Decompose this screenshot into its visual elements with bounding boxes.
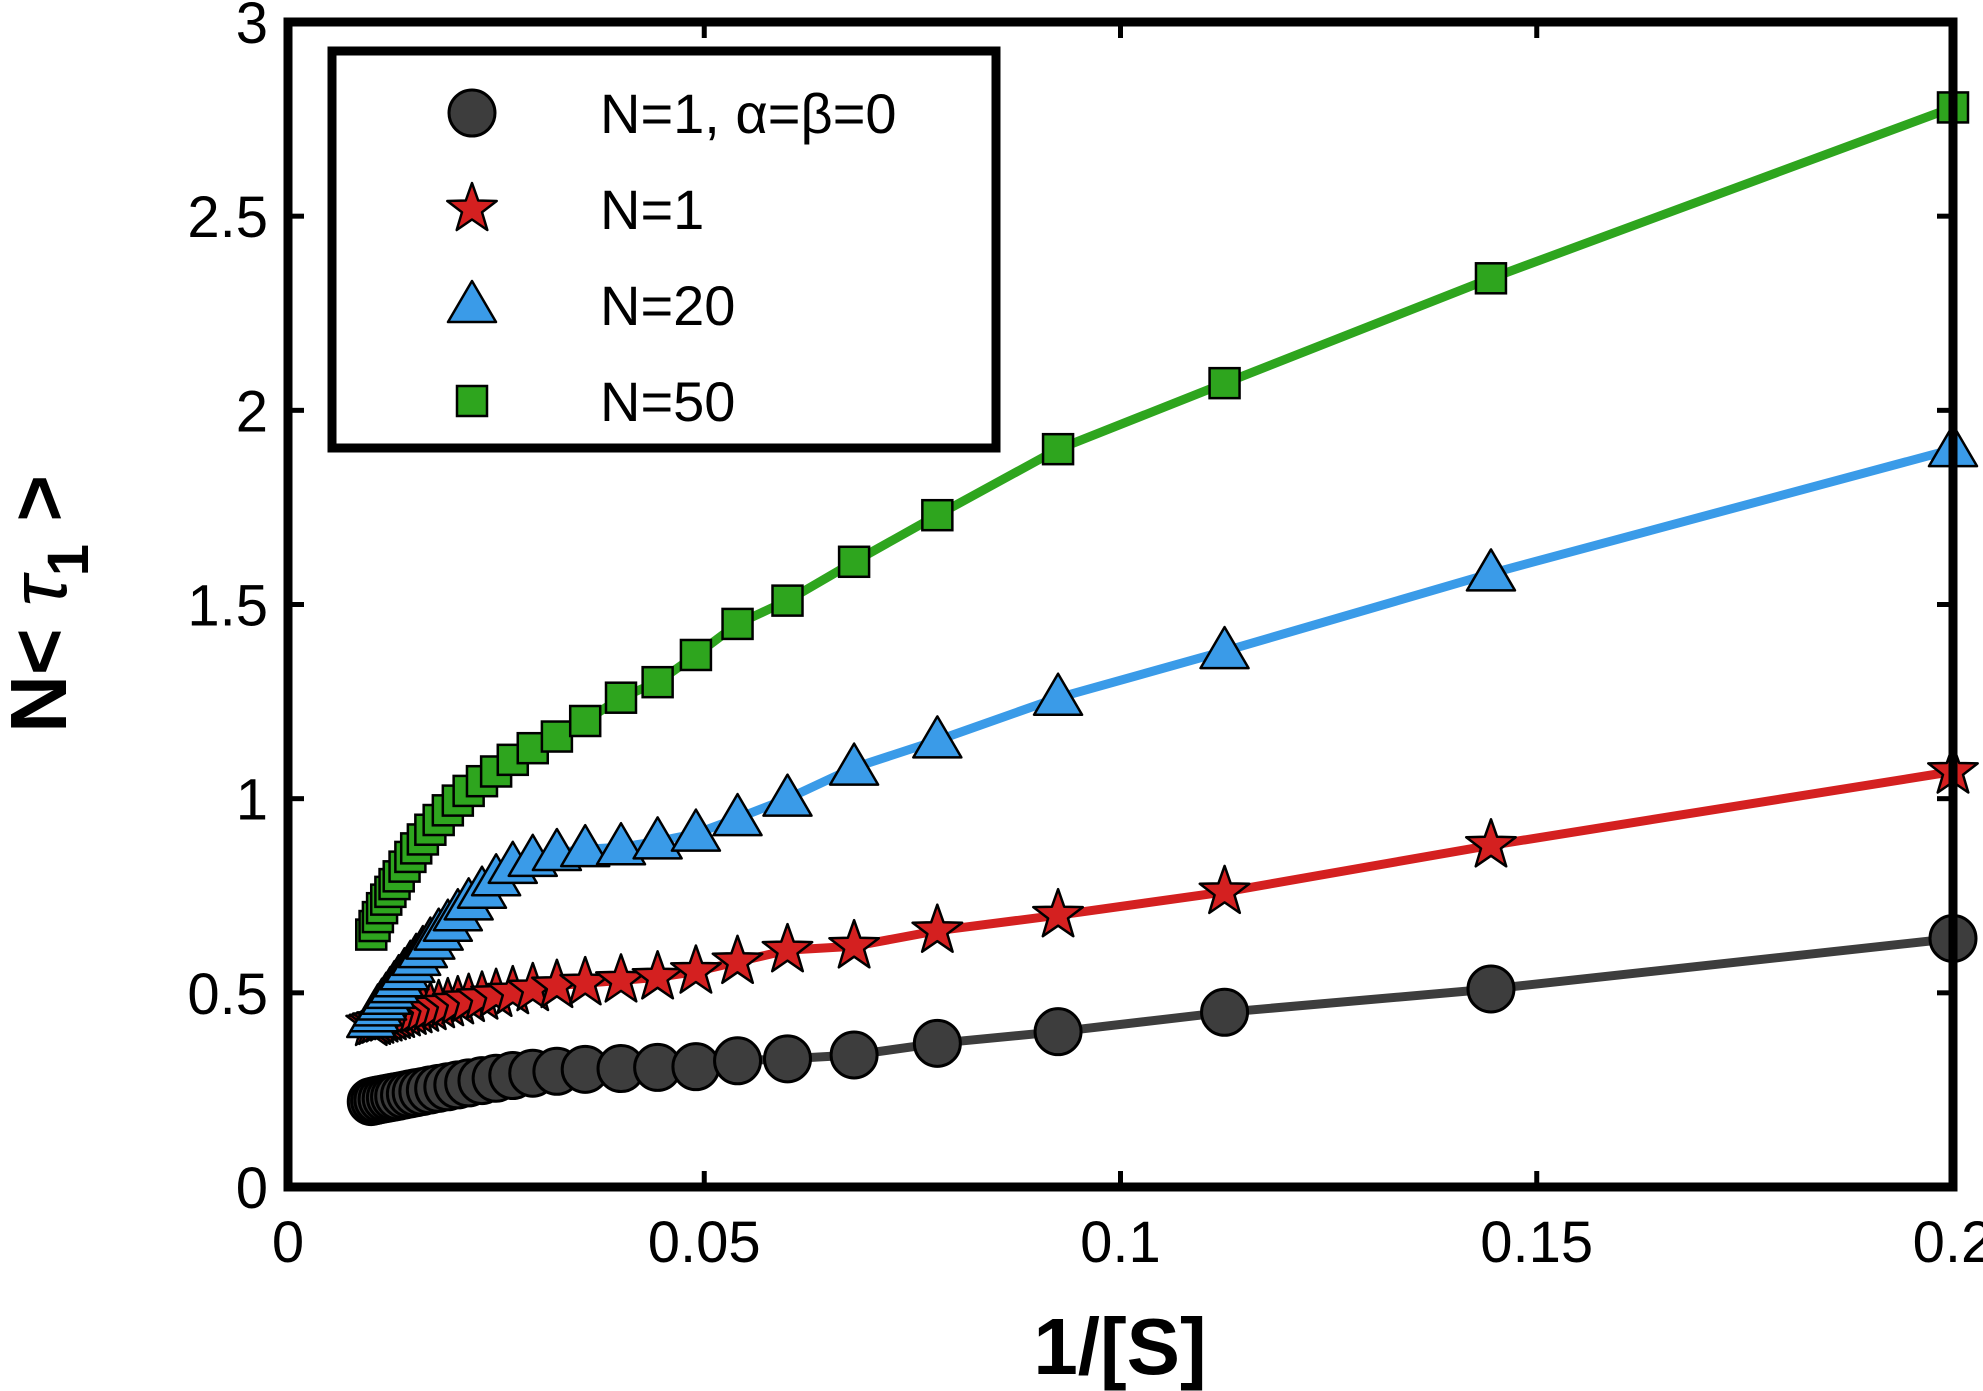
legend-label-0: N=1, α=β=0 bbox=[600, 82, 897, 145]
series-0-point-30 bbox=[1033, 1007, 1083, 1057]
plot-data-layer bbox=[345, 91, 1979, 1127]
series-0 bbox=[346, 913, 1978, 1127]
series-1-point-28 bbox=[828, 918, 881, 969]
series-1-point-30 bbox=[1032, 887, 1085, 938]
x-tick-label: 0.15 bbox=[1480, 1210, 1593, 1275]
series-3-point-30 bbox=[1041, 432, 1075, 466]
y-tick-label: 2 bbox=[236, 379, 268, 444]
y-tick-label: 0 bbox=[236, 1156, 268, 1221]
legend-marker-0 bbox=[447, 88, 497, 138]
legend-label-3: N=50 bbox=[600, 370, 735, 433]
series-3 bbox=[355, 91, 1970, 951]
series-1-point-26 bbox=[711, 934, 764, 985]
legend-marker-3 bbox=[455, 384, 489, 418]
series-0-point-26 bbox=[713, 1036, 763, 1086]
series-1 bbox=[345, 744, 1979, 1047]
series-0-point-31 bbox=[1200, 987, 1250, 1037]
series-2-point-32 bbox=[1465, 548, 1517, 592]
y-axis-title-symbol: τ bbox=[0, 571, 83, 606]
x-tick-label: 0 bbox=[272, 1210, 304, 1275]
series-3-point-21 bbox=[540, 720, 574, 753]
legend: N=1, α=β=0 N=1 N=20 N=50 bbox=[327, 46, 1001, 453]
series-1-point-31 bbox=[1198, 864, 1251, 915]
x-axis-title: 1/[S] bbox=[1033, 1302, 1206, 1391]
legend-marker-2 bbox=[446, 279, 498, 324]
series-0-point-27 bbox=[763, 1034, 812, 1084]
legend-label-2: N=20 bbox=[600, 274, 735, 337]
series-0-point-32 bbox=[1466, 964, 1516, 1014]
series-2-point-31 bbox=[1199, 625, 1250, 670]
series-3-point-28 bbox=[837, 545, 871, 579]
series-2-point-28 bbox=[828, 742, 880, 786]
x-tick-label: 0.1 bbox=[1080, 1210, 1161, 1275]
series-3-point-31 bbox=[1208, 366, 1241, 400]
series-2-point-23 bbox=[595, 821, 647, 866]
series-2-point-30 bbox=[1032, 672, 1084, 716]
legend-entries: N=1, α=β=0 N=1 N=20 N=50 bbox=[446, 82, 897, 433]
series-1-point-27 bbox=[761, 922, 814, 973]
series-0-point-29 bbox=[912, 1018, 962, 1068]
y-axis-title-suffix: > bbox=[0, 475, 83, 544]
legend-label-1: N=1 bbox=[600, 178, 704, 241]
series-1-point-23 bbox=[595, 953, 647, 1003]
series-0-point-28 bbox=[829, 1030, 879, 1080]
y-tick-label: 2.5 bbox=[187, 185, 268, 250]
series-2-point-22 bbox=[559, 823, 611, 868]
axes-layer: 0 0.05 0.1 0.15 0.2 0 0.5 1 1.5 2 2.5 3 bbox=[187, 0, 1983, 1275]
y-tick-label: 0.5 bbox=[187, 962, 268, 1027]
series-3-point-22 bbox=[568, 704, 602, 738]
y-axis-title-prefix: N< bbox=[0, 606, 83, 733]
series-2-point-27 bbox=[762, 773, 813, 817]
y-tick-label: 3 bbox=[236, 0, 268, 56]
series-1-point-25 bbox=[669, 944, 722, 994]
series-2 bbox=[346, 423, 1979, 1039]
series-2-point-24 bbox=[632, 816, 683, 860]
series-3-point-23 bbox=[604, 681, 638, 714]
series-3-point-24 bbox=[641, 665, 674, 699]
x-tick-label: 0.2 bbox=[1913, 1210, 1983, 1275]
series-line-2 bbox=[366, 444, 1958, 1025]
legend-marker-1 bbox=[446, 181, 498, 232]
y-tick-label: 1 bbox=[236, 768, 268, 833]
y-axis-title: N< τ1 > bbox=[0, 475, 101, 733]
series-line-1 bbox=[366, 767, 1958, 1029]
series-3-point-25 bbox=[679, 638, 713, 672]
series-3-point-26 bbox=[721, 607, 754, 641]
series-1-point-29 bbox=[911, 903, 964, 953]
series-2-point-25 bbox=[670, 808, 722, 852]
y-axis-title-subscript: 1 bbox=[36, 544, 101, 576]
x-tick-label: 0.05 bbox=[648, 1210, 761, 1275]
series-1-point-32 bbox=[1464, 818, 1517, 868]
legend-box bbox=[327, 46, 1001, 453]
series-2-point-26 bbox=[712, 792, 763, 837]
series-2-point-29 bbox=[912, 715, 963, 759]
series-3-point-32 bbox=[1474, 262, 1508, 295]
y-tick-label: 1.5 bbox=[187, 574, 268, 639]
series-3-point-27 bbox=[771, 584, 804, 617]
series-3-point-29 bbox=[921, 498, 954, 532]
series-0-point-25 bbox=[671, 1042, 721, 1092]
series-1-point-24 bbox=[631, 950, 684, 1000]
